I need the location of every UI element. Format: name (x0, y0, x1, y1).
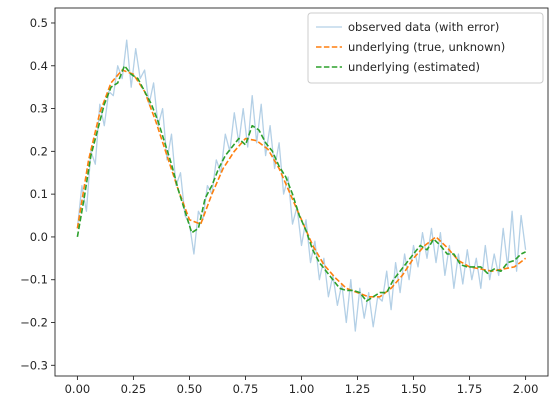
x-tick-label: 1.50 (401, 382, 427, 396)
y-tick-label: −0.3 (20, 358, 48, 372)
y-tick-label: 0.4 (30, 59, 48, 73)
legend-label-2: underlying (true, unknown) (348, 40, 505, 54)
x-axis: 0.00 0.25 0.50 0.75 1.00 1.25 1.50 1.75 2.00 (65, 376, 539, 396)
y-tick-label: −0.2 (20, 316, 48, 330)
plot-area (76, 39, 527, 332)
y-tick-label: 0.3 (30, 102, 48, 116)
x-tick-label: 0.00 (65, 382, 91, 396)
series-line-3 (76, 65, 526, 302)
x-tick-label: 2.00 (513, 382, 539, 396)
x-tick-label: 1.00 (289, 382, 315, 396)
legend-box (307, 12, 544, 84)
y-tick-label: 0.0 (30, 230, 48, 244)
x-tick-label: 1.75 (457, 382, 483, 396)
series-line-2 (76, 69, 527, 298)
x-tick-label: 1.25 (345, 382, 371, 396)
x-tick-label: 0.50 (177, 382, 203, 396)
y-tick-label: −0.1 (20, 273, 48, 287)
y-axis: −0.3 −0.2 −0.1 0.0 0.1 0.2 0.3 0.4 0.5 (20, 16, 55, 372)
y-tick-label: 0.1 (30, 187, 48, 201)
legend-label-3: underlying (estimated) (348, 60, 480, 74)
series-line-1 (76, 39, 527, 332)
legend: observed data (with error) underlying (tr… (307, 12, 544, 84)
y-tick-label: 0.5 (30, 16, 48, 30)
plot-frame (54, 7, 549, 377)
x-tick-label: 0.75 (233, 382, 259, 396)
legend-label-1: observed data (with error) (348, 20, 499, 34)
x-tick-label: 0.25 (121, 382, 147, 396)
y-tick-label: 0.2 (30, 144, 48, 158)
